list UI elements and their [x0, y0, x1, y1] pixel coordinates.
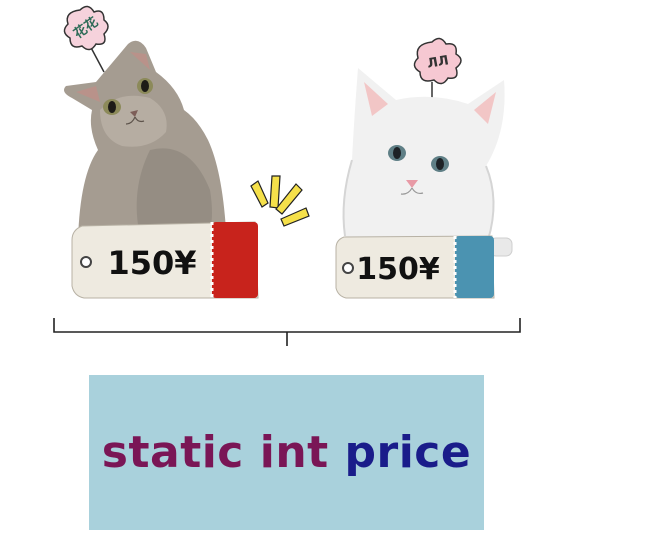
price-tag-right: 150¥: [335, 235, 495, 299]
keyword-static: static: [101, 427, 244, 478]
identifier-price: price: [344, 427, 472, 478]
grouping-brace: [53, 318, 521, 346]
code-line: static int price: [102, 427, 471, 478]
name-flower-left: 花花: [63, 5, 109, 51]
price-label-left: 150¥: [107, 244, 196, 282]
keyword-int: int: [259, 427, 329, 478]
name-tag-right: ЛЛ: [426, 53, 450, 72]
sparkle-icon: [250, 175, 310, 227]
price-label-right: 150¥: [356, 252, 440, 287]
grey-cat: 花花: [63, 5, 226, 242]
white-cat: ЛЛ: [342, 37, 513, 257]
name-flower-right: ЛЛ: [413, 37, 462, 85]
code-box: static int price: [89, 375, 484, 530]
price-tag-left: 150¥: [71, 221, 259, 299]
